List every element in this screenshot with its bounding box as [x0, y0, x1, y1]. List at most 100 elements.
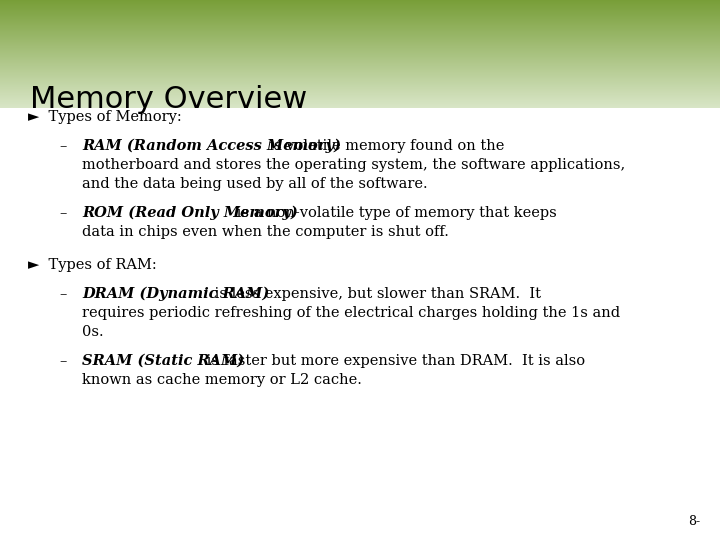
- Text: is a non-volatile type of memory that keeps: is a non-volatile type of memory that ke…: [232, 206, 557, 220]
- Text: data in chips even when the computer is shut off.: data in chips even when the computer is …: [82, 225, 449, 239]
- Bar: [0, 52, 720, 53]
- Bar: [0, 62, 720, 63]
- Bar: [0, 85, 720, 86]
- Bar: [0, 36, 720, 37]
- Bar: [0, 81, 720, 82]
- Bar: [0, 25, 720, 26]
- Text: 8-: 8-: [688, 515, 700, 528]
- Bar: [0, 82, 720, 83]
- Bar: [0, 66, 720, 67]
- Bar: [0, 73, 720, 74]
- Text: –: –: [60, 287, 76, 301]
- Bar: [0, 17, 720, 18]
- Bar: [0, 43, 720, 44]
- Text: –: –: [60, 139, 76, 153]
- Bar: [0, 93, 720, 94]
- Bar: [0, 27, 720, 28]
- Bar: [0, 37, 720, 38]
- Bar: [0, 7, 720, 8]
- Bar: [0, 39, 720, 40]
- Bar: [0, 99, 720, 100]
- Bar: [0, 33, 720, 34]
- Bar: [0, 41, 720, 42]
- Bar: [0, 103, 720, 104]
- Bar: [0, 16, 720, 17]
- Bar: [0, 71, 720, 72]
- Bar: [0, 53, 720, 54]
- Bar: [0, 19, 720, 20]
- Bar: [0, 76, 720, 77]
- Bar: [0, 79, 720, 80]
- Bar: [0, 69, 720, 70]
- Bar: [0, 48, 720, 49]
- Text: is faster but more expensive than DRAM.  It is also: is faster but more expensive than DRAM. …: [202, 354, 585, 368]
- Text: and the data being used by all of the software.: and the data being used by all of the so…: [82, 177, 428, 191]
- Bar: [0, 9, 720, 10]
- Bar: [0, 90, 720, 91]
- Bar: [0, 65, 720, 66]
- Bar: [0, 105, 720, 106]
- Bar: [0, 80, 720, 81]
- Bar: [0, 30, 720, 31]
- Bar: [0, 46, 720, 47]
- Bar: [0, 14, 720, 15]
- Bar: [0, 44, 720, 45]
- Text: is less expensive, but slower than SRAM.  It: is less expensive, but slower than SRAM.…: [210, 287, 541, 301]
- Bar: [0, 64, 720, 65]
- Bar: [0, 54, 720, 55]
- Bar: [0, 70, 720, 71]
- Bar: [0, 100, 720, 101]
- Bar: [0, 67, 720, 68]
- Bar: [0, 55, 720, 56]
- Text: ►  Types of RAM:: ► Types of RAM:: [28, 258, 157, 272]
- Bar: [0, 5, 720, 6]
- Bar: [0, 40, 720, 41]
- Bar: [0, 86, 720, 87]
- Bar: [0, 94, 720, 95]
- Bar: [0, 75, 720, 76]
- Bar: [0, 47, 720, 48]
- Text: requires periodic refreshing of the electrical charges holding the 1s and: requires periodic refreshing of the elec…: [82, 306, 620, 320]
- Bar: [0, 97, 720, 98]
- Text: 0s.: 0s.: [82, 325, 104, 339]
- Bar: [0, 42, 720, 43]
- Bar: [0, 2, 720, 3]
- Bar: [0, 78, 720, 79]
- Bar: [0, 88, 720, 89]
- Bar: [0, 32, 720, 33]
- Text: –: –: [60, 206, 76, 220]
- Bar: [0, 59, 720, 60]
- Bar: [0, 28, 720, 29]
- Bar: [0, 58, 720, 59]
- Bar: [0, 51, 720, 52]
- Bar: [0, 31, 720, 32]
- Bar: [0, 1, 720, 2]
- Text: is volatile memory found on the: is volatile memory found on the: [260, 139, 505, 153]
- Text: known as cache memory or L2 cache.: known as cache memory or L2 cache.: [82, 373, 362, 387]
- Bar: [0, 96, 720, 97]
- Text: motherboard and stores the operating system, the software applications,: motherboard and stores the operating sys…: [82, 158, 625, 172]
- Bar: [0, 34, 720, 35]
- Bar: [0, 50, 720, 51]
- Text: DRAM (Dynamic RAM): DRAM (Dynamic RAM): [82, 287, 269, 301]
- Bar: [0, 91, 720, 92]
- Text: ►  Types of Memory:: ► Types of Memory:: [28, 110, 181, 124]
- Bar: [0, 56, 720, 57]
- Text: RAM (Random Access Memory): RAM (Random Access Memory): [82, 139, 341, 153]
- Bar: [0, 106, 720, 107]
- Bar: [0, 21, 720, 22]
- Bar: [0, 12, 720, 13]
- Bar: [0, 4, 720, 5]
- Text: Memory Overview: Memory Overview: [30, 85, 307, 114]
- Bar: [0, 95, 720, 96]
- Bar: [0, 10, 720, 11]
- Bar: [0, 24, 720, 25]
- Text: ROM (Read Only Memory): ROM (Read Only Memory): [82, 206, 298, 220]
- Text: –: –: [60, 354, 76, 368]
- Bar: [0, 45, 720, 46]
- Bar: [0, 98, 720, 99]
- Text: SRAM (Static RAM): SRAM (Static RAM): [82, 354, 244, 368]
- Bar: [0, 22, 720, 23]
- Bar: [0, 102, 720, 103]
- Bar: [0, 61, 720, 62]
